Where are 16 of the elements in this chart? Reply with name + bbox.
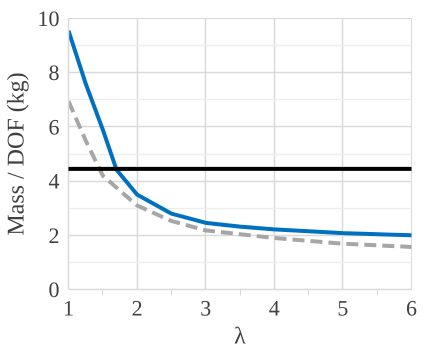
x-tick-label: 4 [268, 296, 280, 320]
line-series [68, 99, 412, 249]
line-series [68, 28, 412, 238]
y-tick-label: 8 [48, 60, 60, 86]
y-tick-label: 2 [48, 222, 60, 248]
x-tick-label: 2 [132, 296, 143, 320]
y-axis-title: Mass / DOF (kg) [4, 72, 30, 236]
x-tick-label: 1 [63, 296, 74, 320]
y-tick-label: 4 [48, 168, 60, 194]
x-tick-label: 3 [200, 296, 212, 320]
y-tick-label: 0 [48, 277, 60, 302]
y-tick-label: 6 [48, 114, 60, 140]
y-tick-label: 10 [38, 6, 60, 31]
x-axis-title: λ [234, 324, 246, 350]
x-tick-label: 5 [337, 296, 348, 320]
x-tick-label: 6 [406, 296, 417, 320]
